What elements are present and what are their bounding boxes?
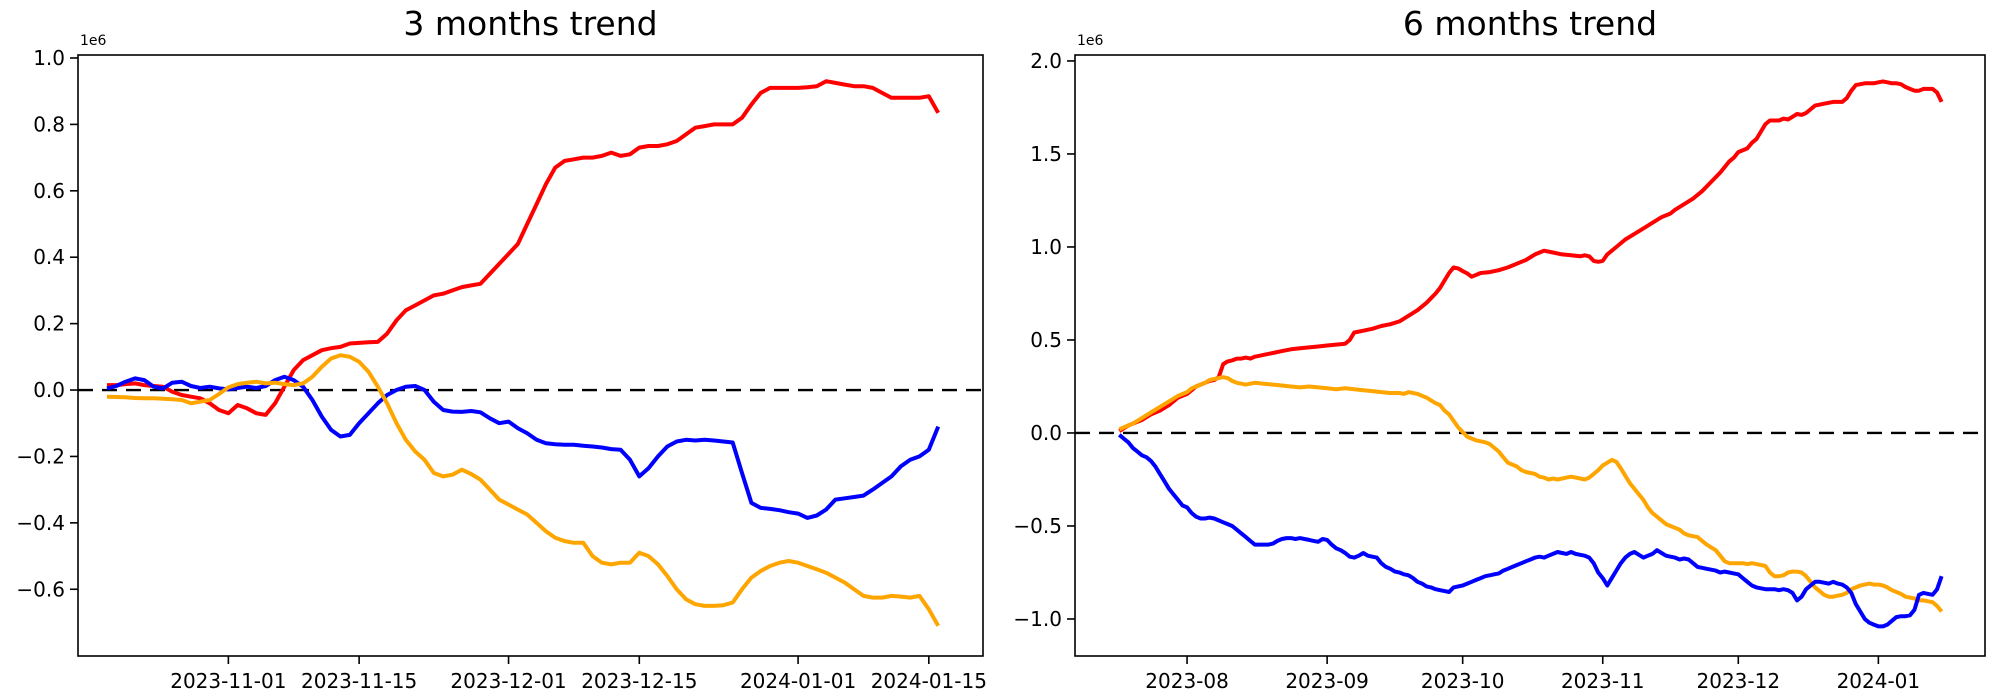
y-tick-label: 0.0 (33, 378, 65, 402)
x-tick-label: 2023-12-01 (450, 669, 566, 693)
y-axis-offset-label-left: 1e6 (80, 33, 107, 49)
x-tick-label: 2023-11-01 (170, 669, 286, 693)
y-tick-label: 0.6 (33, 179, 65, 203)
y-tick-label: 0.4 (33, 245, 65, 269)
y-tick-label: 2.0 (1030, 49, 1062, 73)
y-tick-label: 1.0 (33, 46, 65, 70)
x-tick-label: 2023-09 (1285, 669, 1369, 693)
x-tick-label: 2024-01-01 (740, 669, 856, 693)
plot-frame (77, 54, 984, 657)
y-tick-label: 0.2 (33, 312, 65, 336)
x-tick-label: 2023-11-15 (301, 669, 417, 693)
y-tick-label: 0.8 (33, 112, 65, 136)
y-tick-label: −1.0 (1013, 607, 1062, 631)
series-blue-line (1118, 433, 1944, 629)
x-tick-label: 2023-11 (1561, 669, 1645, 693)
series-red-line (107, 79, 940, 417)
series-red-line (1118, 79, 1944, 433)
y-tick-label: −0.2 (16, 444, 65, 468)
series-blue-line (106, 374, 941, 520)
x-tick-label: 2024-01-15 (871, 669, 987, 693)
series-orange-line (106, 353, 940, 627)
y-tick-label: 1.0 (1030, 235, 1062, 259)
y-tick-label: 0.5 (1030, 328, 1062, 352)
chart-title-6-months: 6 months trend (1402, 4, 1658, 43)
x-tick-label: 2023-12-15 (581, 669, 697, 693)
y-tick-label: 1.5 (1030, 142, 1062, 166)
series-orange-line (1118, 375, 1944, 613)
y-tick-label: −0.5 (1013, 514, 1062, 538)
chart-title-3-months: 3 months trend (403, 4, 658, 43)
y-tick-label: −0.6 (16, 577, 65, 601)
x-tick-label: 2023-08 (1145, 669, 1229, 693)
y-tick-label: −0.4 (16, 511, 65, 535)
y-axis-offset-label-right: 1e6 (1077, 33, 1104, 49)
plot-frame (1074, 54, 1986, 657)
x-tick-label: 2023-12 (1697, 669, 1781, 693)
y-tick-label: 0.0 (1030, 421, 1062, 445)
x-tick-label: 2024-01 (1837, 669, 1921, 693)
x-tick-label: 2023-10 (1421, 669, 1505, 693)
